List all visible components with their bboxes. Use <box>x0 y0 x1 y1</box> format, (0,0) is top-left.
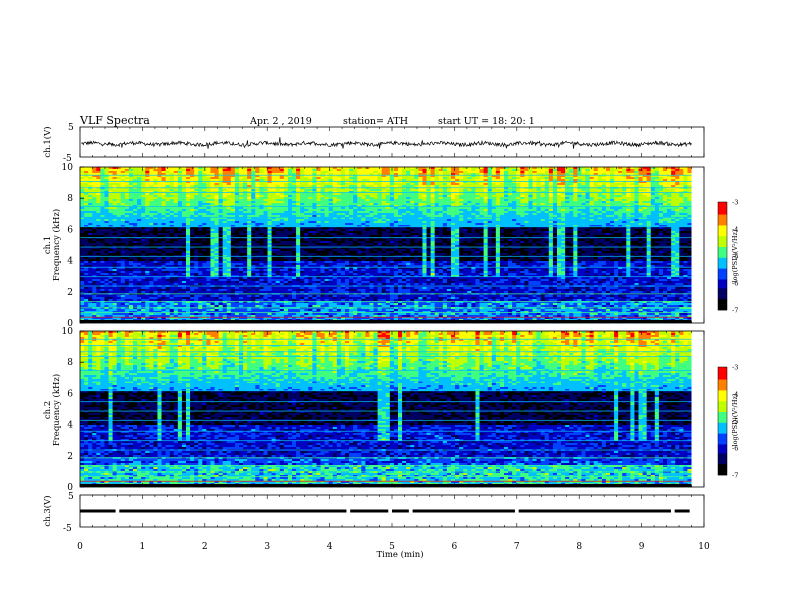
ch3-segment <box>350 509 389 513</box>
ch2-spec-ylabel: Frequency (kHz) <box>51 374 62 446</box>
ch1-spec-ytick: 10 <box>62 163 74 173</box>
time-axis-label: Time (min) <box>376 549 423 560</box>
ch2-spec-ytick: 6 <box>67 389 73 399</box>
ch1-ytick-top: 5 <box>68 123 74 133</box>
time-axis-tick: 3 <box>264 542 270 552</box>
ch1-spectrogram-image <box>80 167 704 324</box>
ch1-colorbar: -3 -4 -5 -6 -7 <box>717 199 738 315</box>
ch1-spec-ylabel-top: ch.1 <box>43 236 53 254</box>
ch3-segment <box>412 509 515 513</box>
time-axis-tick: 7 <box>514 542 520 552</box>
ch3-ylabel: ch.3(V) <box>42 495 53 526</box>
colorbar-tick: -3 <box>732 364 738 372</box>
ch1-colorbar-label: log(PSD)(V²/Hz) <box>731 229 739 282</box>
colorbar-tick: -5 <box>732 253 738 261</box>
ch2-spec-ylabel-top: ch.2 <box>43 401 53 419</box>
time-axis-tick: 5 <box>389 542 395 552</box>
time-axis-tick: 1 <box>140 542 146 552</box>
ch2-spec-ytick: 8 <box>67 358 73 368</box>
ch1-spec-ytick: 6 <box>67 225 73 235</box>
ch3-segment <box>119 509 347 513</box>
time-axis-tick: 6 <box>452 542 458 552</box>
date-label: Apr. 2 , 2019 <box>249 116 312 127</box>
figure-title: VLF Spectra <box>79 114 150 127</box>
colorbar-tick: -6 <box>732 280 738 288</box>
ch1-spec-ytick: 8 <box>67 194 73 204</box>
ch2-spec-ytick: 10 <box>62 327 74 337</box>
colorbar-tick: -7 <box>732 472 738 480</box>
ch3-segment <box>674 509 690 513</box>
time-axis-tick: 9 <box>639 542 645 552</box>
ch3-ytick-bottom: -5 <box>63 524 72 534</box>
ch2-spec-ytick: 2 <box>67 452 73 462</box>
ch1-ytick-bottom: -5 <box>63 154 72 164</box>
colorbar-tick: -4 <box>732 391 738 399</box>
ch3-waveform-panel: 5 -5 ch.3(V) <box>42 492 705 534</box>
colorbar-tick: -5 <box>732 418 738 426</box>
time-axis-tick: 10 <box>698 542 710 552</box>
start-time-label: start UT = 18: 20: 1 <box>438 116 535 127</box>
ch1-spec-ylabel: Frequency (kHz) <box>51 209 62 281</box>
ch2-spectrogram-image <box>80 331 704 488</box>
colorbar-tick: -3 <box>732 199 738 207</box>
ch2-spec-ytick: 0 <box>67 483 73 493</box>
ch3-series-line <box>80 509 690 513</box>
time-axis-tick: 2 <box>202 542 208 552</box>
time-axis-tick: 0 <box>77 542 83 552</box>
colorbar-tick: -4 <box>732 226 738 234</box>
ch3-segment <box>518 509 671 513</box>
ch3-ytick-top: 5 <box>68 492 74 502</box>
ch1-spec-ytick: 4 <box>67 257 73 267</box>
time-axis-tick: 4 <box>327 542 333 552</box>
ch3-segment <box>392 509 409 513</box>
ch2-colorbar: -3 -4 -5 -6 -7 <box>717 364 738 480</box>
ch2-spec-ytick: 4 <box>67 421 73 431</box>
ch1-series-line <box>81 137 692 149</box>
colorbar-tick: -7 <box>732 307 738 315</box>
time-axis-tick: 8 <box>576 542 582 552</box>
ch2-colorbar-label: log(PSD)(V²/Hz) <box>731 393 739 446</box>
panel-tick-marks <box>79 127 705 527</box>
station-label: station= ATH <box>343 116 408 127</box>
ch1-spec-ytick: 2 <box>67 288 73 298</box>
ch1-spec-ytick: 0 <box>67 319 73 329</box>
time-axis: 0 1 2 3 4 5 6 7 8 9 10 <box>77 542 710 552</box>
ch3-segment <box>80 509 116 513</box>
ch1-ylabel: ch.1(V) <box>42 126 53 157</box>
ch1-waveform-panel: 5 -5 ch.1(V) <box>42 123 705 164</box>
colorbar-tick: -6 <box>732 445 738 453</box>
